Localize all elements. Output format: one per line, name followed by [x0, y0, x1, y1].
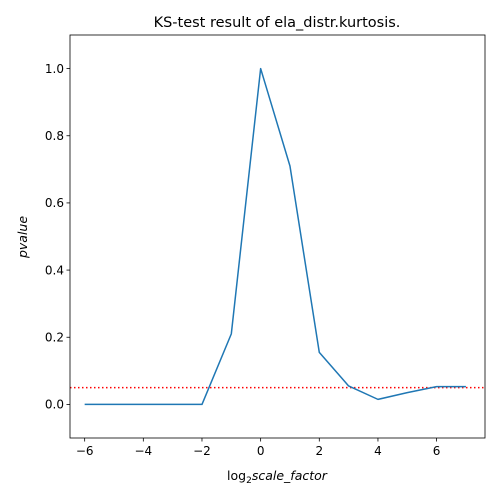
y-tick-label: 0.2	[45, 331, 64, 345]
x-axis-label-part: 2	[246, 476, 252, 486]
y-tick-label: 0.8	[45, 129, 64, 143]
x-axis-label: log2scale_factor	[227, 468, 328, 486]
y-axis-label: pvalue	[15, 216, 30, 259]
x-tick-label: −2	[193, 444, 211, 458]
axes-frame	[69, 34, 486, 439]
y-tick-label: 1.0	[45, 62, 64, 76]
x-tick-label: −4	[134, 444, 152, 458]
x-tick-label: −6	[76, 444, 94, 458]
y-tick-label: 0.6	[45, 196, 64, 210]
series-line-0	[84, 67, 466, 406]
plot-area: −6 −4 −2 0 2 4 6 0.0 0.2 0.4 0.6 0.8 1.0	[45, 34, 486, 458]
y-tick-label: 0.0	[45, 398, 64, 412]
x-axis-label-part: scale_factor	[252, 468, 328, 483]
x-axis-label-part: log	[227, 468, 246, 483]
x-tick-label: 0	[257, 444, 265, 458]
y-tick-label: 0.4	[45, 263, 64, 277]
x-tick-label: 2	[315, 444, 323, 458]
x-tick-label: 4	[374, 444, 382, 458]
chart-title: KS-test result of ela_distr.kurtosis.	[154, 15, 401, 31]
x-tick-label: 6	[433, 444, 441, 458]
